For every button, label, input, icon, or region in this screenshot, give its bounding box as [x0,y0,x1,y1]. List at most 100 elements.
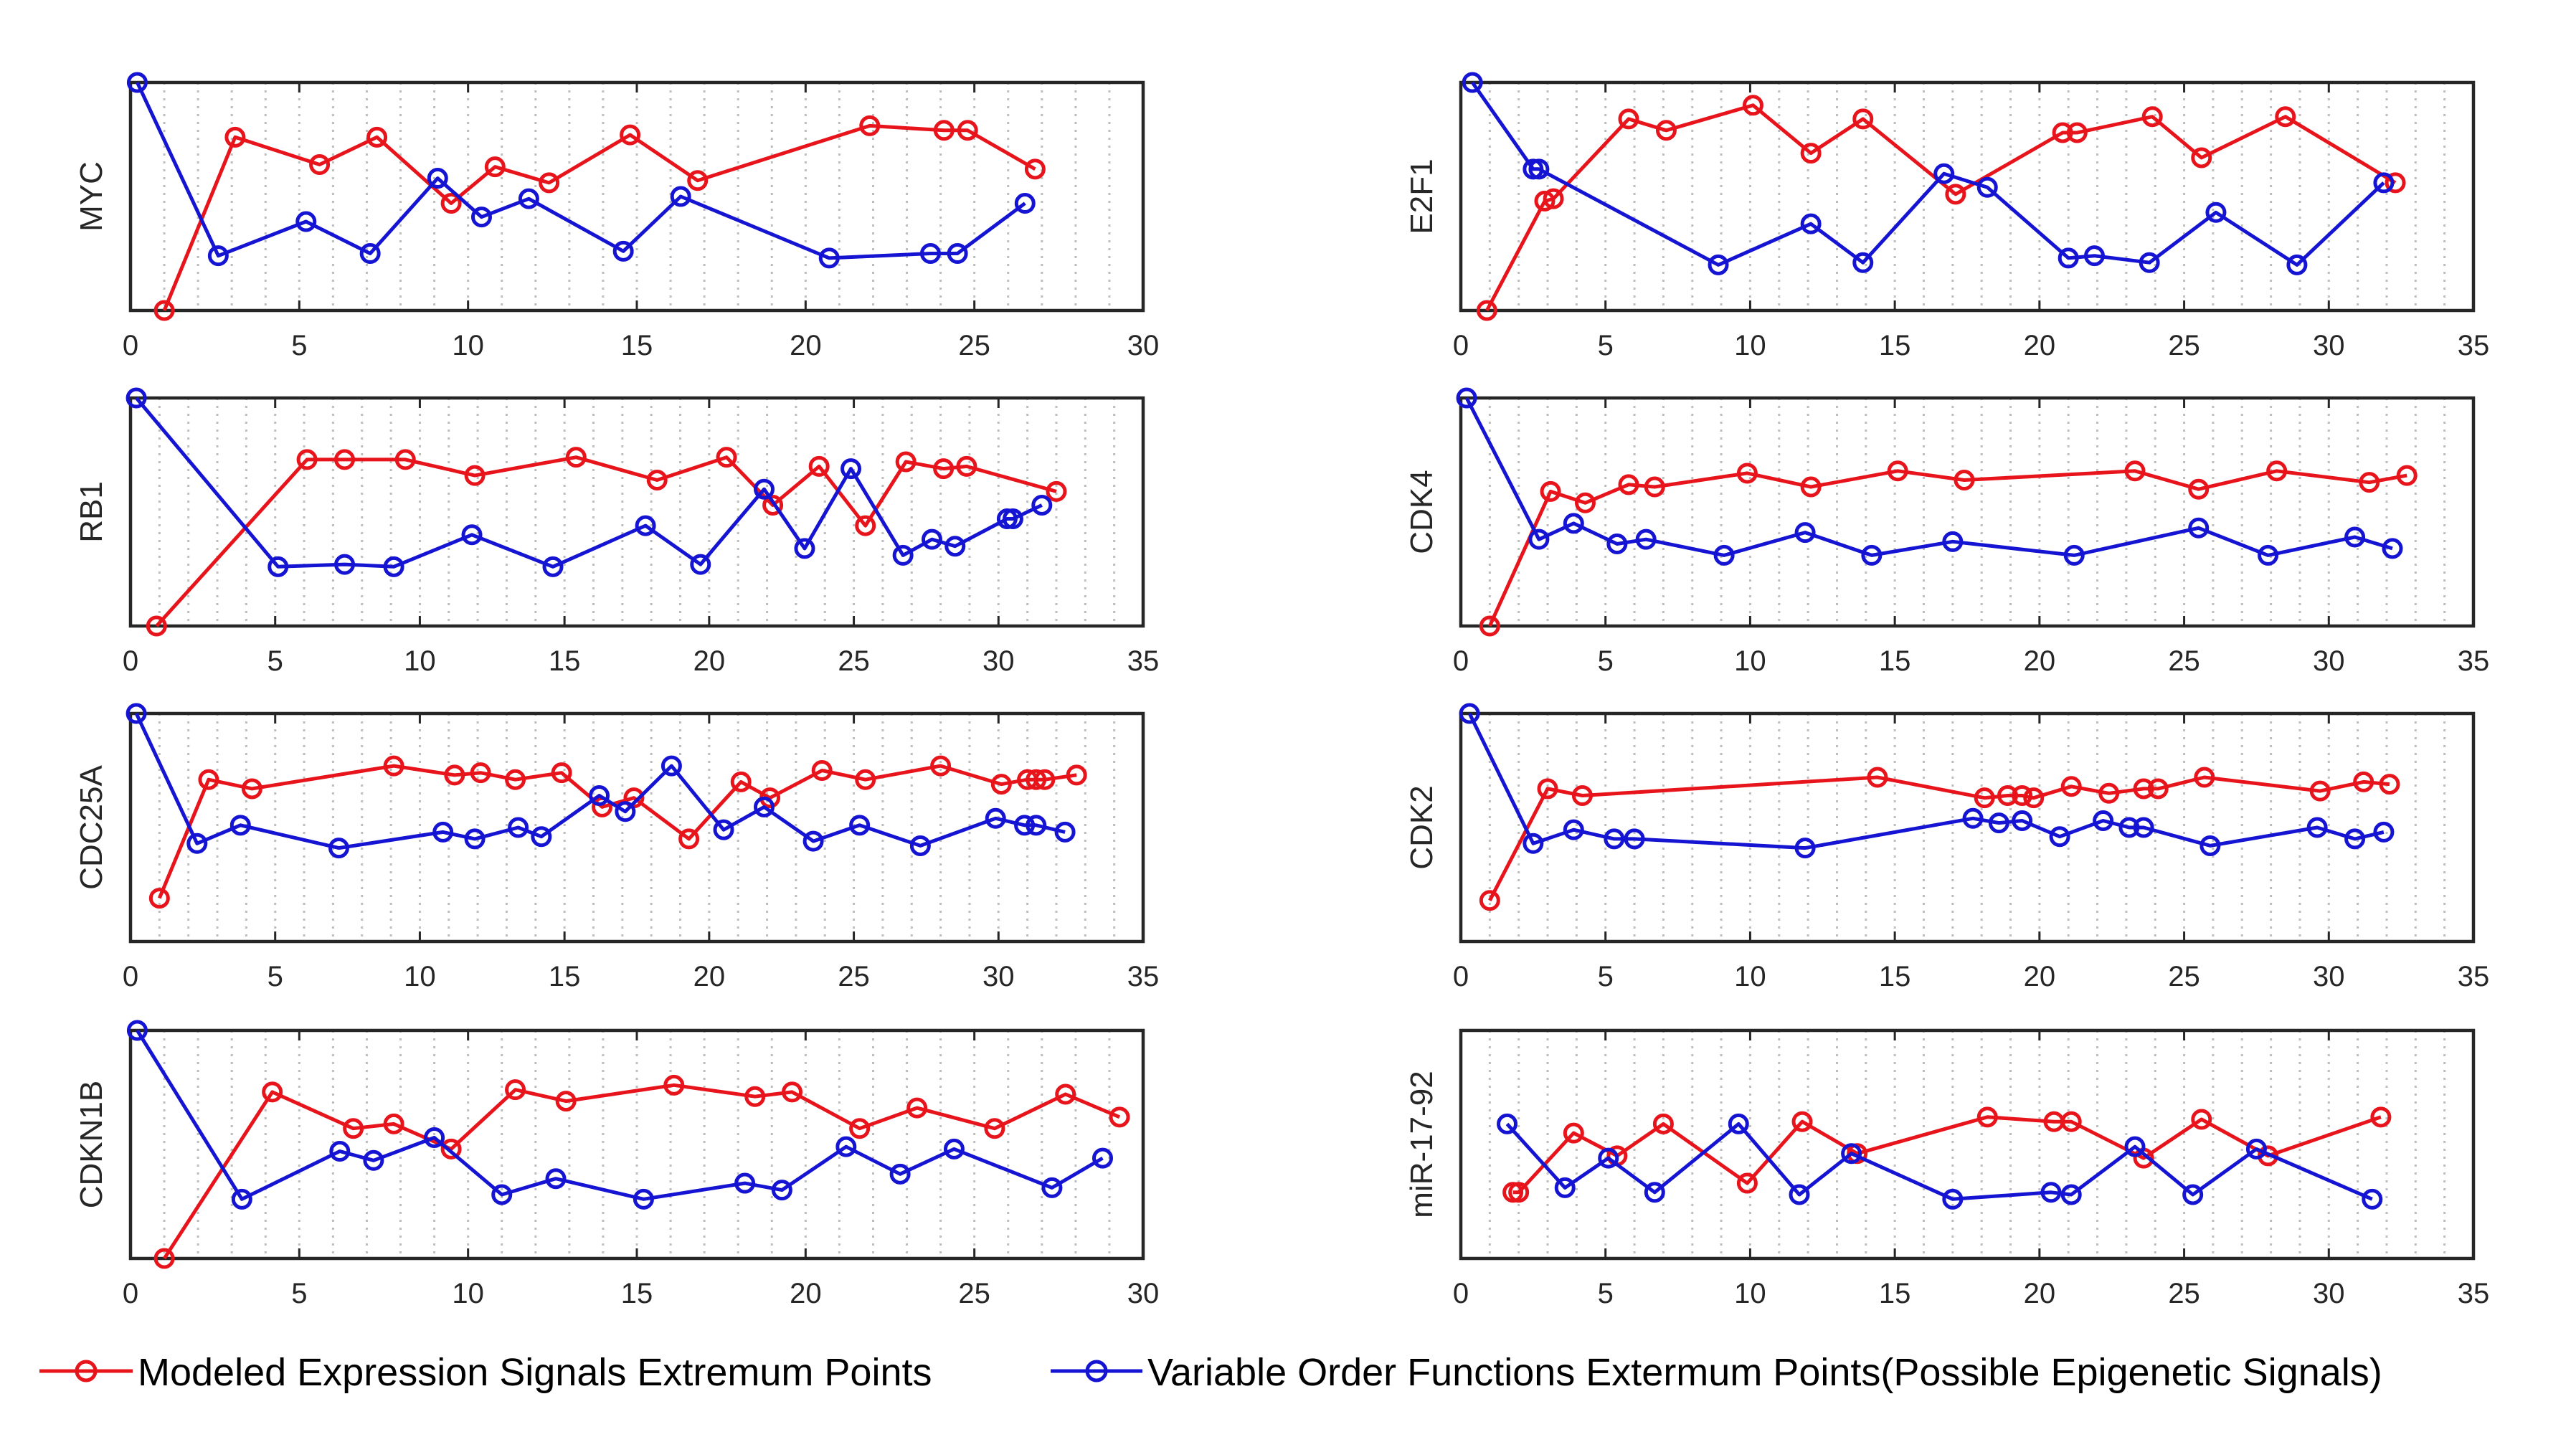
data-point-modeled [2396,465,2418,486]
data-point-modeled [808,455,830,477]
data-point-variable [1497,1113,1518,1134]
data-point-modeled [782,1081,803,1103]
data-point-modeled [1109,1106,1130,1128]
x-tick-label: 35 [1127,645,1160,677]
data-point-variable [1861,544,1883,566]
data-point-modeled [2060,1111,2082,1132]
x-tick-label: 35 [2458,330,2490,361]
data-point-modeled [2370,1106,2392,1128]
data-point-variable [1988,812,2009,834]
data-point-variable [424,1127,445,1148]
x-tick-label: 20 [2024,645,2056,677]
data-point-variable [359,243,381,264]
data-point-variable [491,1184,513,1205]
data-point-variable [818,247,840,269]
data-point-variable [1002,508,1023,530]
data-point-variable [1041,1177,1063,1198]
data-point-variable [2205,201,2227,223]
data-point-variable [670,186,691,207]
data-point-modeled [933,458,955,480]
data-point-variable [944,536,966,557]
x-tick-label: 10 [404,645,436,677]
data-point-modeled [153,1248,175,1269]
data-point-modeled [505,1079,526,1101]
data-point-modeled [2052,122,2073,143]
x-tick-label: 15 [1879,330,1911,361]
series-line-variable [1471,81,2385,267]
data-point-modeled [855,515,876,536]
data-point-variable [1942,1188,1964,1210]
x-tick-label: 15 [549,645,581,677]
data-point-variable [126,387,147,409]
axes-box [1459,80,2476,313]
series-line-variable [135,397,1043,569]
axes-box [1459,711,2476,944]
x-tick-label: 10 [1734,330,1766,361]
x-tick-label: 30 [2313,330,2345,361]
data-point-variable [909,835,931,856]
data-point-modeled [855,769,876,790]
data-point-modeled [2023,787,2045,809]
y-axis-label: E2F1 [1404,158,1439,234]
data-point-modeled [1742,95,1763,116]
data-point-modeled [1954,469,1975,490]
data-point-modeled [383,755,404,777]
axes-box [128,396,1145,628]
data-point-modeled [1026,769,1047,790]
data-point-variable [427,168,448,189]
x-tick-label: 0 [123,961,138,992]
data-point-modeled [2098,782,2120,804]
data-point-variable [518,188,539,209]
data-point-variable [207,245,229,267]
x-tick-label: 5 [267,645,283,677]
x-tick-label: 15 [1879,1278,1911,1309]
y-axis-label: CDC25A [74,765,109,890]
axes-box [1459,1028,2476,1261]
data-point-modeled [1791,1111,1813,1132]
data-point-modeled [440,193,462,214]
x-tick-label: 10 [1734,645,1766,677]
x-tick-label: 5 [1598,961,1614,992]
data-point-modeled [990,774,1012,795]
data-point-modeled [440,1138,462,1159]
data-point-variable [531,826,552,848]
x-tick-label: 0 [123,330,138,361]
x-tick-label: 5 [291,1278,307,1309]
data-point-modeled [1655,120,1677,141]
data-point-variable [1014,193,1036,214]
data-point-modeled [1024,158,1046,180]
data-point-variable [2133,817,2154,838]
x-tick-label: 0 [1453,961,1469,992]
data-point-variable [1841,1143,1862,1165]
data-point-modeled [1736,1172,1758,1194]
data-point-variable [363,1149,384,1171]
data-point-variable [615,801,636,822]
data-point-variable [1635,528,1657,550]
data-point-modeled [551,762,572,784]
subplot-grid: 0 5 10 15 20 25 30 MYC 0 5 10 15 20 25 30 35 E2F1 0 5 10 15 2… [74,72,2490,1309]
data-point-variable [1014,815,1036,836]
data-point-modeled [687,170,709,191]
data-point-modeled [1887,460,1908,482]
subplot-myc: 0 5 10 15 20 25 30 MYC [74,72,1159,361]
data-point-variable [126,72,148,93]
data-point-modeled [2060,776,2082,797]
subplot-mir-17-92: 0 5 10 15 20 25 30 35 miR-17-92 [1404,1028,2489,1309]
data-point-modeled [224,126,246,148]
data-point-variable [2124,1136,2146,1157]
data-point-variable [690,554,711,575]
data-point-modeled [1997,784,2018,806]
data-point-modeled [146,615,167,637]
data-point-variable [713,819,734,840]
data-point-variable [794,538,815,559]
data-point-modeled [444,764,465,786]
data-point-variable [771,1180,792,1201]
series-line-variable [1467,712,2385,850]
x-tick-label: 5 [1598,330,1614,361]
data-point-modeled [895,451,917,473]
data-point-variable [1604,828,1625,850]
data-point-modeled [744,1086,766,1107]
data-point-modeled [1644,476,1665,498]
x-tick-label: 30 [982,645,1015,677]
data-point-modeled [2012,784,2033,806]
